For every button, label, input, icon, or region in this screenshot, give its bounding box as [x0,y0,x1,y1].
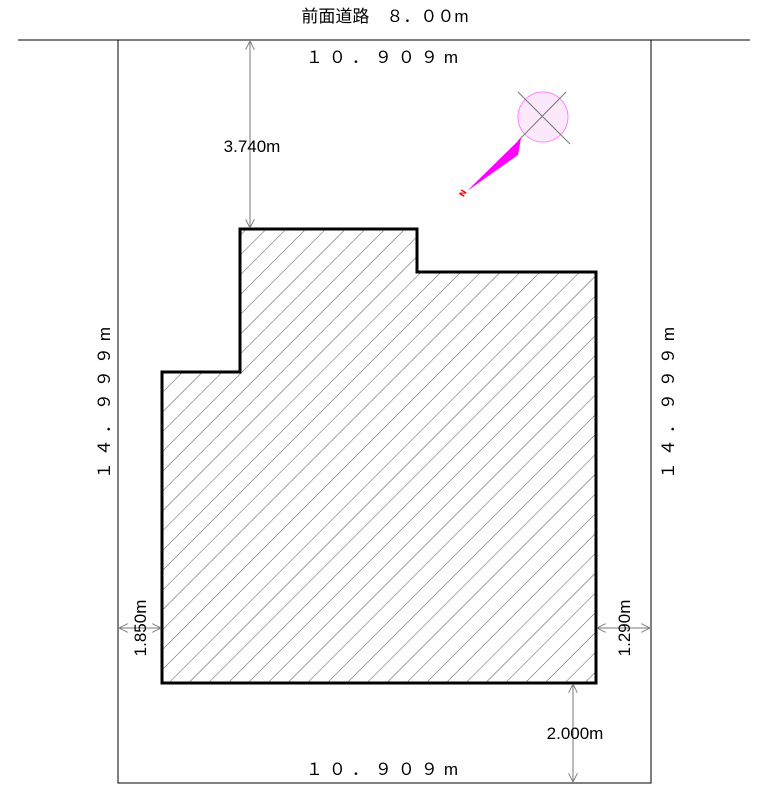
left-setback-label: 1.850m [131,600,150,657]
right-setback-label: 1.290m [615,600,634,657]
right-depth-label: １４．９９９m [659,321,678,479]
left-depth-label: １４．９９９m [95,321,114,479]
building-footprint [160,227,598,685]
top-width-label: １０．９０９m [306,48,464,67]
rear-setback-label: 2.000m [547,724,604,743]
north-arrow-icon: N [458,91,571,199]
bottom-width-label: １０．９０９m [306,760,464,779]
north-label: N [458,188,469,198]
front-setback-label: 3.740m [224,137,281,156]
road-label: 前面道路 ８．００m [301,7,468,26]
site-boundary [117,39,652,784]
